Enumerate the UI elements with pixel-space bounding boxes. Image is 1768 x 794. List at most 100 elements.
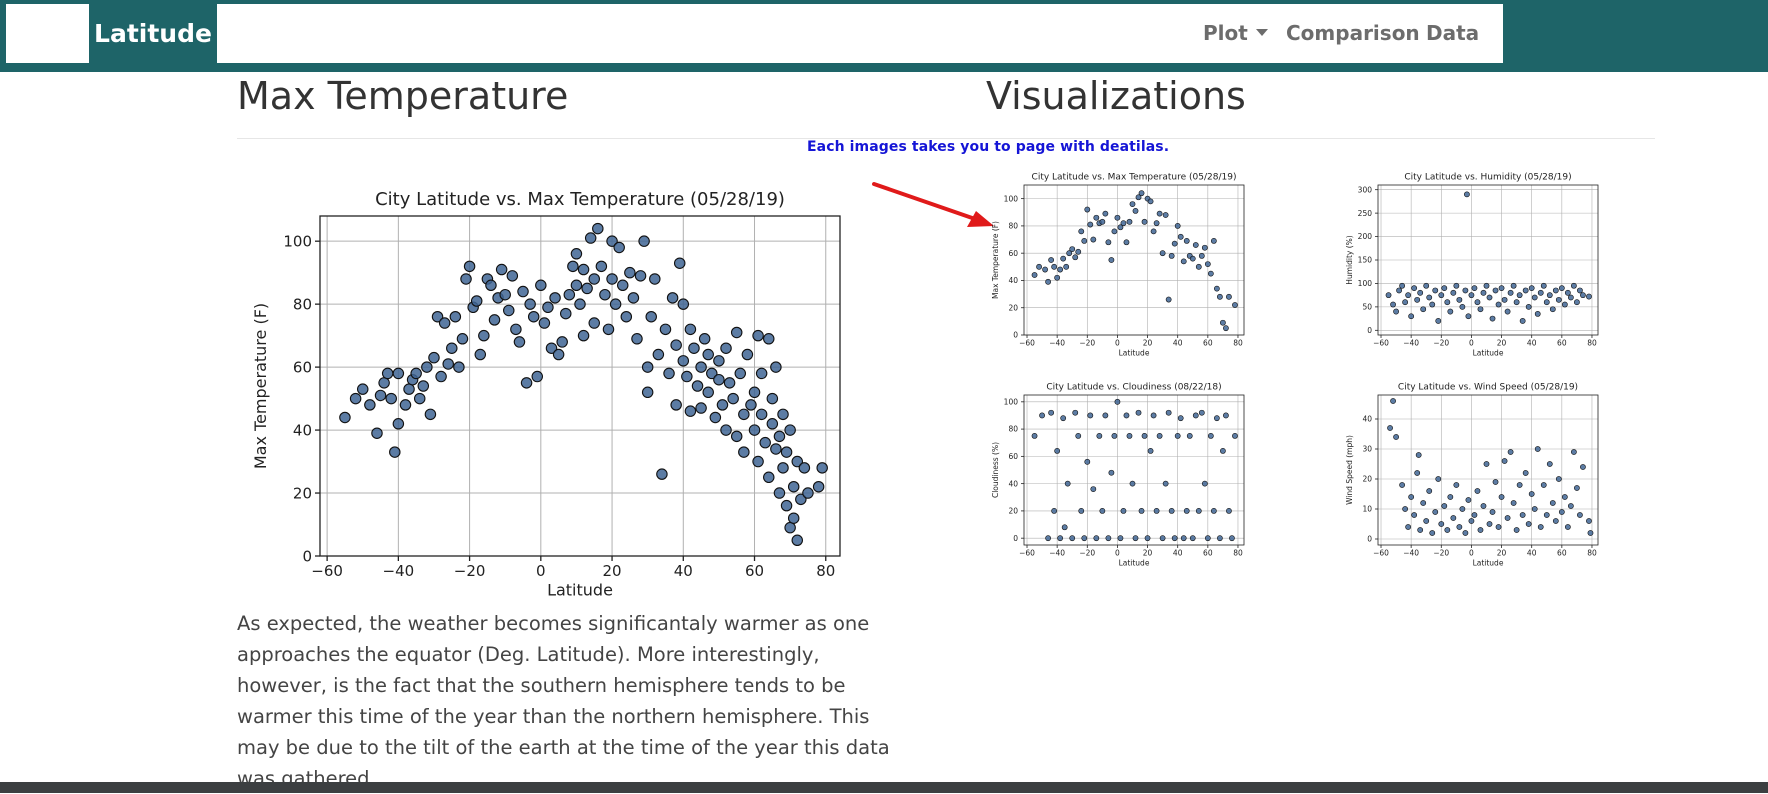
data-point xyxy=(595,260,608,273)
data-point xyxy=(1528,285,1535,292)
data-point xyxy=(378,377,390,389)
logo-placeholder xyxy=(6,4,89,63)
data-point xyxy=(570,279,583,292)
data-point xyxy=(730,326,743,339)
data-point xyxy=(371,427,383,439)
data-point xyxy=(1510,282,1517,289)
chart-title: City Latitude vs. Max Temperature (05/28… xyxy=(375,189,785,210)
y-tick-label: 100 xyxy=(1004,397,1019,406)
footer-bar xyxy=(0,782,1768,793)
data-point xyxy=(1162,480,1169,487)
data-point xyxy=(385,392,397,405)
data-point xyxy=(1102,412,1109,419)
plot-frame xyxy=(1377,394,1599,546)
data-point xyxy=(1444,299,1451,306)
data-point xyxy=(1075,433,1082,439)
data-point xyxy=(1223,412,1229,419)
data-point xyxy=(556,336,568,348)
y-tick-label: 20 xyxy=(1008,507,1018,516)
data-point xyxy=(527,310,540,323)
data-point xyxy=(663,367,675,380)
nav-plot-dropdown[interactable]: Plot xyxy=(1203,4,1268,63)
data-point xyxy=(1174,433,1181,439)
data-point xyxy=(510,323,522,336)
data-point xyxy=(1051,508,1058,514)
data-point xyxy=(1399,482,1406,488)
y-tick-label: 80 xyxy=(293,295,312,313)
data-point xyxy=(403,383,415,395)
data-point xyxy=(1464,191,1470,198)
data-point xyxy=(1429,530,1436,536)
data-point xyxy=(1486,521,1493,527)
data-point xyxy=(1117,224,1124,231)
x-tick-label: 80 xyxy=(1587,339,1597,348)
divider xyxy=(237,138,1655,139)
top-navbar: Latitude Plot Comparison Data xyxy=(0,0,1768,72)
data-point xyxy=(1198,253,1205,259)
data-point xyxy=(613,241,625,254)
data-point xyxy=(1195,263,1202,270)
y-tick-label: 0 xyxy=(1013,534,1018,543)
x-tick-label: −60 xyxy=(1373,339,1389,348)
data-point xyxy=(1180,258,1187,265)
y-axis-label: Max Temperature (F) xyxy=(991,221,1000,299)
data-point xyxy=(1399,282,1406,289)
data-point xyxy=(1147,448,1154,454)
data-point xyxy=(1072,254,1079,261)
description-paragraph: As expected, the weather becomes signifi… xyxy=(237,612,890,790)
data-point xyxy=(606,235,618,247)
data-point xyxy=(1099,218,1106,225)
y-tick-label: 20 xyxy=(1008,303,1018,312)
data-point xyxy=(738,446,750,458)
data-point xyxy=(1081,535,1088,542)
data-point xyxy=(656,468,668,480)
data-point xyxy=(1525,303,1532,310)
data-point xyxy=(1543,299,1550,306)
data-point xyxy=(1393,434,1399,440)
data-point xyxy=(488,314,501,326)
data-point xyxy=(1570,282,1577,289)
nav-data[interactable]: Data xyxy=(1426,21,1480,45)
x-tick-label: 80 xyxy=(816,562,835,580)
data-point xyxy=(1552,518,1559,524)
data-point xyxy=(421,361,433,373)
x-tick-label: 40 xyxy=(1173,339,1183,348)
data-point xyxy=(1405,292,1412,299)
data-point xyxy=(1177,415,1184,422)
x-tick-label: 20 xyxy=(1497,339,1507,348)
data-point xyxy=(1447,494,1454,500)
y-tick-label: 100 xyxy=(1004,194,1019,203)
data-point xyxy=(616,279,629,292)
data-point xyxy=(1570,449,1577,455)
data-point xyxy=(638,235,650,247)
data-point xyxy=(1226,293,1232,300)
x-tick-label: 60 xyxy=(1557,339,1567,348)
data-point xyxy=(1468,518,1475,524)
data-point xyxy=(1090,236,1097,243)
data-point xyxy=(1408,313,1415,320)
data-point xyxy=(645,310,657,323)
data-point xyxy=(1402,506,1409,512)
data-point xyxy=(1220,319,1226,326)
nav-comparison[interactable]: Comparison xyxy=(1286,21,1420,45)
data-point xyxy=(1207,433,1214,439)
data-point xyxy=(1198,409,1205,416)
data-point xyxy=(1531,294,1538,301)
data-point xyxy=(1141,218,1148,225)
y-tick-label: 60 xyxy=(293,358,312,376)
data-point xyxy=(1492,479,1499,485)
data-point xyxy=(1220,448,1226,454)
data-point xyxy=(713,373,725,386)
thumbnail-wind-chart: −60 −40 −20 0 20 40 60 80 0 10 20 30 40 City Latitude… xyxy=(1345,383,1599,567)
brand-link[interactable]: Latitude xyxy=(89,4,217,63)
data-point xyxy=(1048,257,1055,263)
data-point xyxy=(1042,266,1048,273)
data-point xyxy=(773,487,786,499)
data-point xyxy=(1084,206,1091,213)
data-point xyxy=(1232,433,1238,439)
data-point xyxy=(748,424,761,436)
data-point xyxy=(741,348,754,361)
data-point xyxy=(1504,308,1511,315)
data-point xyxy=(791,534,804,547)
data-point xyxy=(1471,285,1478,292)
